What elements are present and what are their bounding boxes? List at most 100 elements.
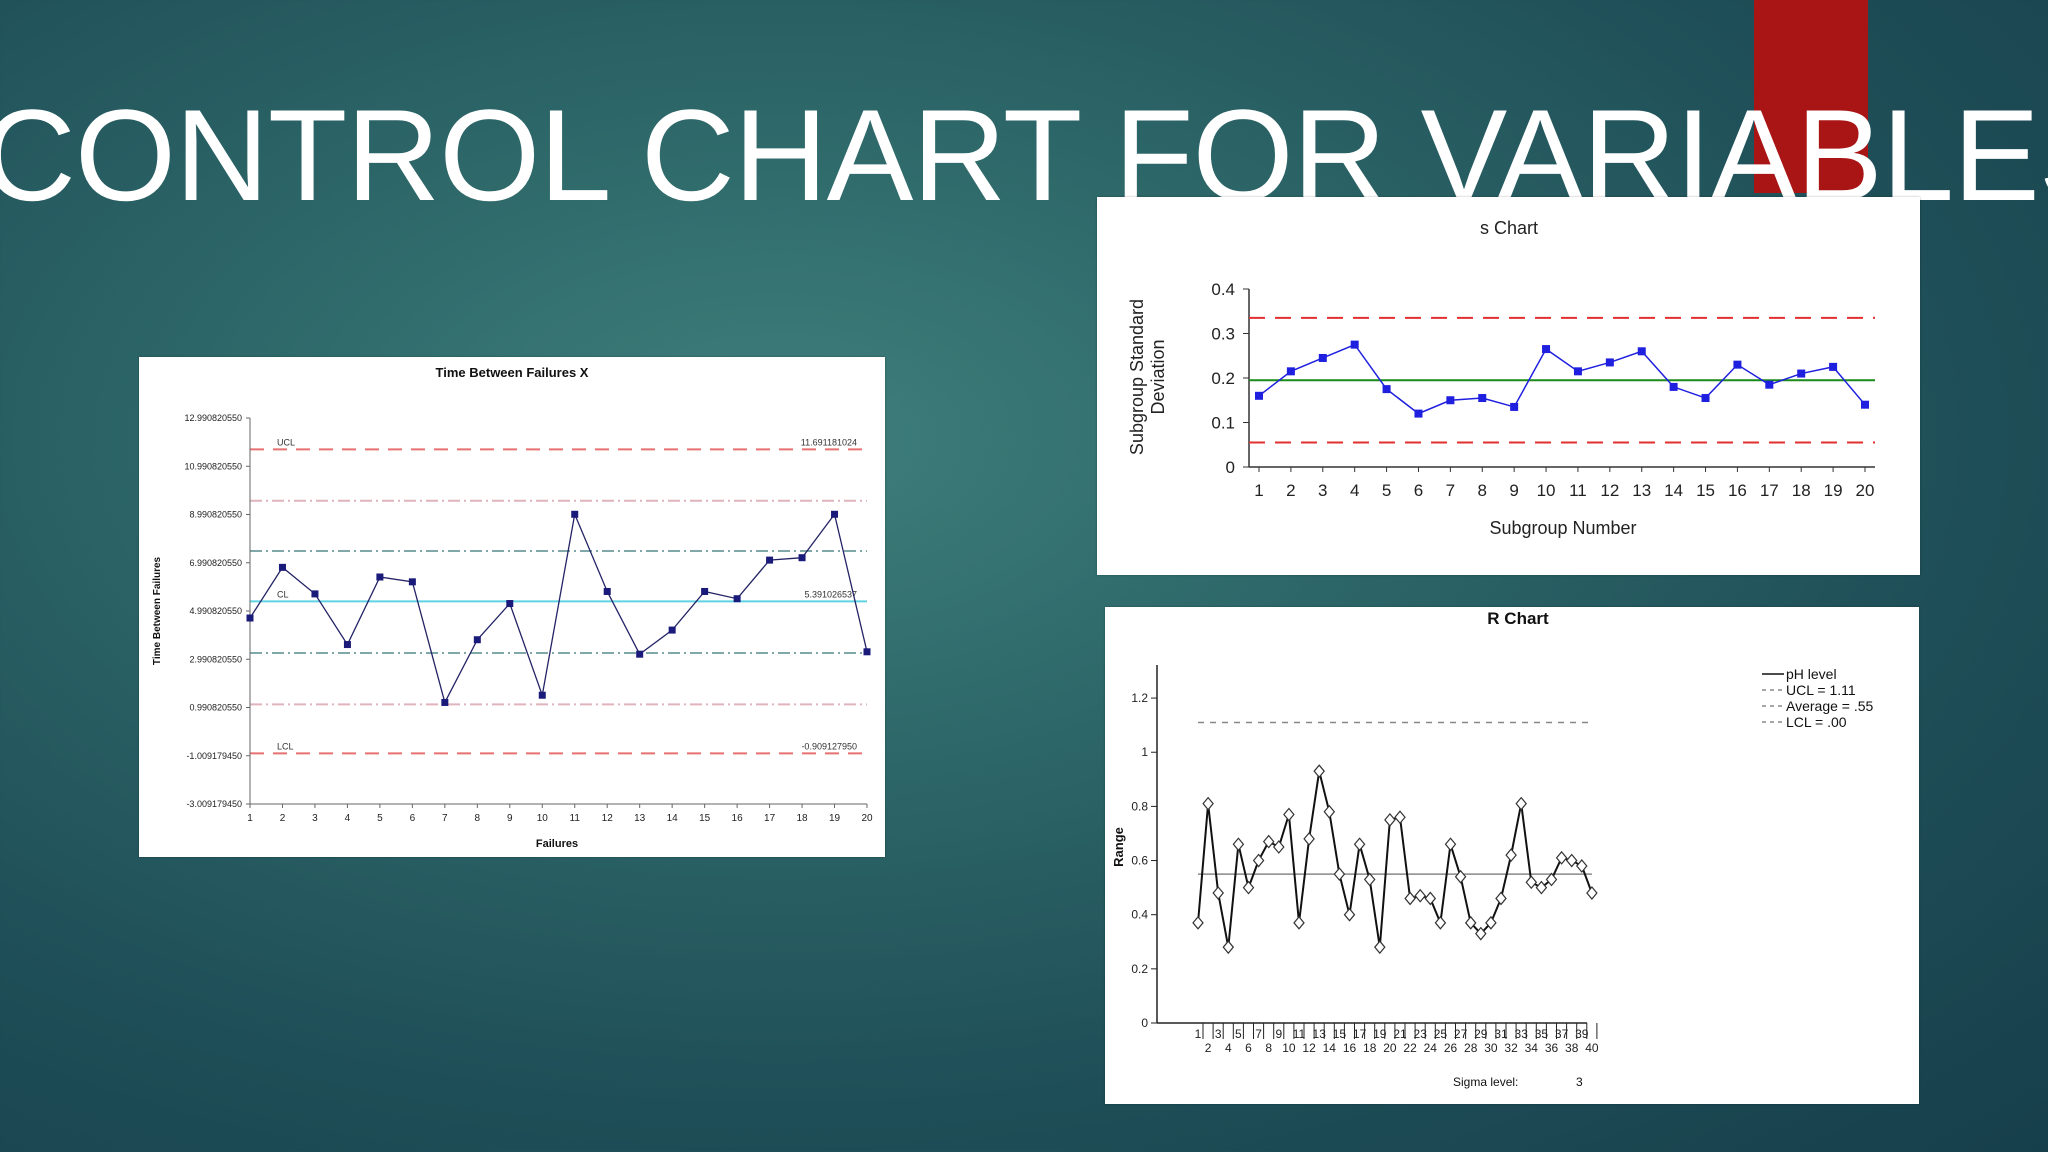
s-chart-x-tick-label: 7 bbox=[1446, 481, 1455, 500]
x-chart-point bbox=[668, 626, 676, 634]
x-chart-x-tick-label: 3 bbox=[312, 813, 318, 824]
r-chart-point bbox=[1283, 807, 1295, 822]
r-chart-x-tick-label: 36 bbox=[1545, 1041, 1559, 1055]
r-chart-x-tick-label: 22 bbox=[1403, 1041, 1417, 1055]
x-chart-y-tick-label: 4.990820550 bbox=[189, 606, 242, 616]
x-chart-limit-value: 11.691181024 bbox=[801, 437, 857, 447]
x-chart-point bbox=[376, 573, 384, 581]
s-chart-y-axis-label-line1: Subgroup Standard bbox=[1127, 299, 1147, 455]
r-chart-legend-label: Average = .55 bbox=[1786, 698, 1874, 714]
r-chart-x-tick-label: 11 bbox=[1293, 1027, 1306, 1041]
r-chart-point bbox=[1515, 796, 1527, 811]
r-chart-x-tick-label: 1 bbox=[1195, 1027, 1202, 1041]
x-chart-point bbox=[441, 698, 449, 706]
s-chart-x-tick-label: 5 bbox=[1382, 481, 1391, 500]
x-chart-x-tick-label: 8 bbox=[475, 813, 481, 824]
r-chart-x-tick-label: 37 bbox=[1555, 1027, 1569, 1041]
x-chart-x-tick-label: 9 bbox=[507, 813, 513, 824]
r-chart-x-tick-label: 28 bbox=[1464, 1041, 1478, 1055]
r-chart-x-tick-label: 25 bbox=[1434, 1027, 1448, 1041]
s-chart-point bbox=[1829, 362, 1838, 371]
s-chart-point bbox=[1861, 400, 1869, 409]
x-chart-x-tick-label: 20 bbox=[861, 813, 873, 824]
r-chart-point bbox=[1576, 859, 1588, 873]
x-chart-x-tick-label: 12 bbox=[602, 813, 614, 824]
x-chart-point bbox=[636, 650, 644, 658]
x-chart-svg: Time Between Failures X UCL 11.691181024 CL… bbox=[152, 365, 873, 850]
r-chart-x-tick-label: 19 bbox=[1373, 1027, 1387, 1041]
x-chart-y-tick-label: 12.990820550 bbox=[184, 413, 242, 423]
x-chart-limit-label: CL bbox=[277, 589, 289, 599]
r-chart-x-tick-label: 21 bbox=[1393, 1027, 1407, 1041]
r-chart-x-tick-label: 34 bbox=[1525, 1041, 1539, 1055]
s-chart-point bbox=[1637, 347, 1646, 356]
x-chart-point bbox=[603, 587, 611, 595]
s-chart-x-tick-label: 16 bbox=[1728, 481, 1747, 500]
x-chart-x-axis-label: Failures bbox=[536, 838, 578, 850]
r-chart-x-tick-label: 2 bbox=[1205, 1041, 1212, 1055]
x-chart-point bbox=[506, 600, 514, 608]
x-chart-point bbox=[733, 595, 741, 603]
r-chart-point bbox=[1303, 831, 1315, 846]
x-chart-point bbox=[473, 636, 481, 644]
r-chart-point bbox=[1424, 891, 1437, 906]
x-chart-x-tick-label: 7 bbox=[442, 813, 448, 824]
s-chart-title: s Chart bbox=[1480, 218, 1538, 238]
r-chart-y-tick-label: 0 bbox=[1141, 1016, 1148, 1030]
r-chart-x-tick-label: 23 bbox=[1414, 1027, 1428, 1041]
s-chart-point bbox=[1350, 340, 1359, 349]
s-chart-x-tick-label: 10 bbox=[1537, 481, 1556, 500]
r-chart-point bbox=[1202, 796, 1214, 811]
x-chart-point bbox=[343, 641, 351, 649]
r-chart-legend-label: pH level bbox=[1786, 666, 1837, 682]
r-chart-point bbox=[1232, 837, 1245, 852]
s-chart-x-tick-label: 6 bbox=[1414, 481, 1423, 500]
r-chart-x-tick-label: 9 bbox=[1275, 1027, 1282, 1041]
x-chart-series-line bbox=[249, 512, 868, 705]
r-chart-y-tick-label: 1 bbox=[1141, 745, 1148, 759]
s-chart-y-tick-label: 0.3 bbox=[1211, 325, 1235, 344]
r-chart-point bbox=[1293, 915, 1305, 930]
r-chart-y-tick-label: 0.8 bbox=[1131, 799, 1148, 813]
r-chart-x-tick-label: 7 bbox=[1255, 1027, 1262, 1041]
r-chart-point bbox=[1464, 915, 1477, 930]
r-chart-x-tick-label: 30 bbox=[1484, 1041, 1498, 1055]
r-chart-x-tick-label: 40 bbox=[1585, 1041, 1599, 1055]
x-chart-x-tick-label: 13 bbox=[634, 813, 646, 824]
s-chart-x-tick-label: 4 bbox=[1350, 481, 1359, 500]
r-chart-x-tick-label: 20 bbox=[1383, 1041, 1397, 1055]
r-chart-legend-label: UCL = 1.11 bbox=[1786, 682, 1856, 698]
r-chart-point bbox=[1222, 940, 1235, 955]
s-chart-x-tick-label: 9 bbox=[1509, 481, 1518, 500]
s-chart-y-tick-label: 0.1 bbox=[1211, 414, 1235, 433]
r-chart-point bbox=[1545, 872, 1558, 887]
x-chart-y-tick-label: 10.990820550 bbox=[184, 461, 242, 471]
r-chart-point bbox=[1586, 886, 1598, 900]
r-chart-point bbox=[1252, 853, 1265, 868]
s-chart-point bbox=[1286, 367, 1295, 376]
s-chart-x-tick-label: 13 bbox=[1632, 481, 1651, 500]
x-chart-limit-value: 5.391026537 bbox=[804, 589, 857, 599]
s-chart-point bbox=[1733, 360, 1742, 369]
r-chart-point bbox=[1333, 867, 1346, 882]
x-chart-point bbox=[571, 510, 579, 518]
accent-bar bbox=[1754, 0, 1868, 193]
r-chart-point bbox=[1485, 915, 1497, 930]
r-chart-point bbox=[1212, 886, 1224, 900]
s-chart-y-tick-label: 0.4 bbox=[1211, 280, 1235, 299]
x-chart-point bbox=[798, 554, 806, 562]
s-chart-point bbox=[1382, 385, 1391, 394]
r-chart-y-tick-label: 1.2 bbox=[1131, 691, 1148, 705]
r-chart-point bbox=[1273, 840, 1285, 854]
r-chart-x-tick-label: 32 bbox=[1504, 1041, 1518, 1055]
r-chart-x-tick-label: 8 bbox=[1265, 1041, 1272, 1055]
r-chart-x-tick-label: 6 bbox=[1245, 1041, 1252, 1055]
x-chart-x-tick-label: 18 bbox=[796, 813, 808, 824]
s-chart-x-tick-label: 14 bbox=[1664, 481, 1683, 500]
s-chart-point bbox=[1478, 394, 1487, 403]
s-chart-y-tick-label: 0 bbox=[1226, 458, 1235, 477]
s-chart-y-axis-label-line2: Deviation bbox=[1148, 339, 1168, 414]
x-chart-y-tick-label: 0.990820550 bbox=[189, 703, 242, 713]
r-chart-point bbox=[1323, 804, 1336, 819]
